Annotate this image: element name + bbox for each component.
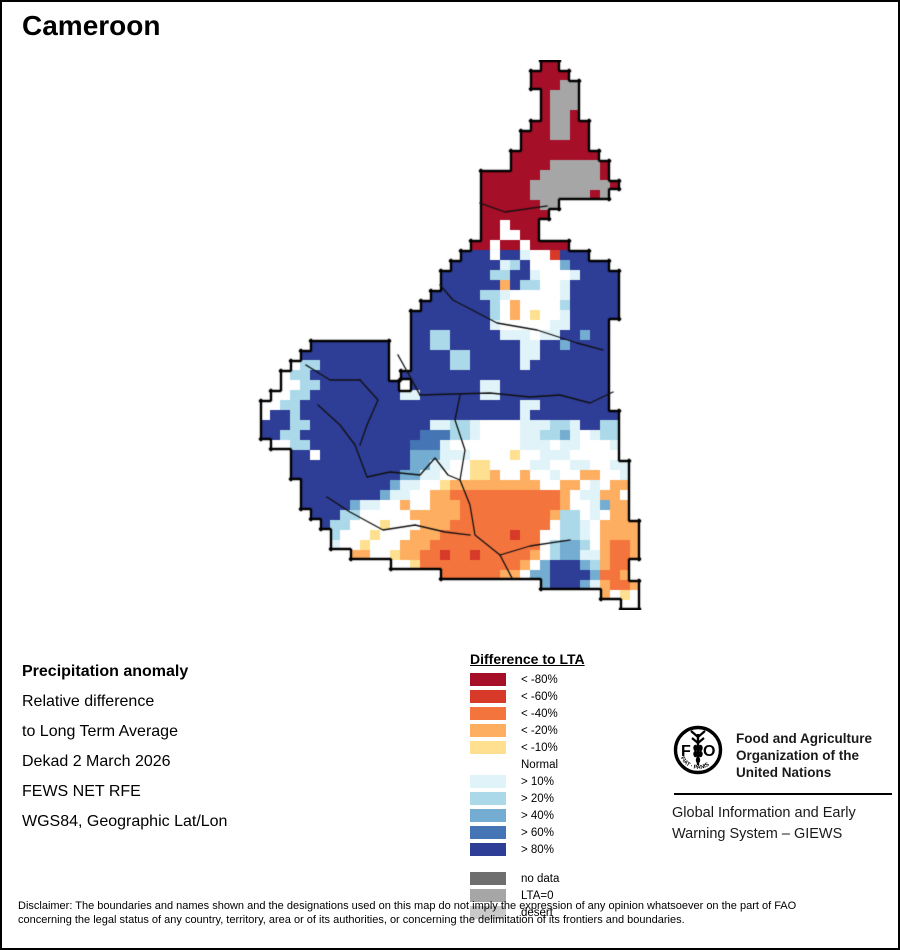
legend-row: > 40% bbox=[470, 809, 670, 822]
legend-swatch bbox=[470, 826, 506, 839]
legend-row: desert bbox=[470, 906, 670, 919]
legend-row: < -40% bbox=[470, 707, 670, 720]
info-line: Relative difference bbox=[22, 693, 155, 710]
legend-entries: < -80% < -60% < -40% < -20% < -10% Normal > 10… bbox=[470, 673, 670, 856]
svg-text:F: F bbox=[681, 743, 691, 760]
svg-text:O: O bbox=[703, 743, 715, 760]
legend-swatch bbox=[470, 724, 506, 737]
legend-row: > 60% bbox=[470, 826, 670, 839]
legend-swatch bbox=[470, 906, 506, 919]
legend-label: > 60% bbox=[521, 826, 554, 839]
legend-swatch bbox=[470, 792, 506, 805]
legend-swatch bbox=[470, 775, 506, 788]
legend-swatch bbox=[470, 673, 506, 686]
disclaimer-line-1: Disclaimer: The boundaries and names sho… bbox=[18, 900, 797, 912]
legend-row: LTA=0 bbox=[470, 889, 670, 902]
legend-swatch bbox=[470, 809, 506, 822]
legend-label: < -80% bbox=[521, 673, 558, 686]
legend-label: < -40% bbox=[521, 707, 558, 720]
legend-swatch bbox=[470, 758, 506, 771]
legend-label: no data bbox=[521, 872, 560, 885]
legend-row: < -60% bbox=[470, 690, 670, 703]
legend-label: > 10% bbox=[521, 775, 554, 788]
legend-extra-entries: no data LTA=0 desert bbox=[470, 872, 670, 919]
legend-title: Difference to LTA bbox=[470, 651, 585, 667]
giews-line: Warning System – GIEWS bbox=[672, 826, 843, 842]
legend-row: < -20% bbox=[470, 724, 670, 737]
legend-row: < -10% bbox=[470, 741, 670, 754]
info-line: WGS84, Geographic Lat/Lon bbox=[22, 813, 228, 830]
legend-label: desert bbox=[521, 906, 553, 919]
fao-org-line: Organization of the bbox=[736, 748, 859, 763]
fao-block: F O FIAT · PANIS Food and Agriculture Org… bbox=[672, 724, 894, 845]
giews-caption: Global Information and Early Warning Syst… bbox=[672, 803, 894, 845]
legend-swatch bbox=[470, 690, 506, 703]
legend-swatch bbox=[470, 872, 506, 885]
cameroon-anomaly-map bbox=[250, 60, 660, 610]
legend-label: < -20% bbox=[521, 724, 558, 737]
legend-label: > 20% bbox=[521, 792, 554, 805]
disclaimer-line-2: concerning the legal status of any count… bbox=[18, 913, 685, 926]
legend-label: < -10% bbox=[521, 741, 558, 754]
legend-row: < -80% bbox=[470, 673, 670, 686]
map-info-block: Precipitation anomaly Relative difference… bbox=[22, 657, 227, 837]
fao-org-name: Food and Agriculture Organization of the U… bbox=[736, 724, 872, 781]
legend-row: Normal bbox=[470, 758, 670, 771]
info-line: to Long Term Average bbox=[22, 723, 178, 740]
info-line: Precipitation anomaly bbox=[22, 663, 189, 680]
info-line: Dekad 2 March 2026 bbox=[22, 753, 171, 770]
fao-org-line: United Nations bbox=[736, 765, 832, 780]
legend-swatch bbox=[470, 707, 506, 720]
legend-label: Normal bbox=[521, 758, 559, 771]
giews-line: Global Information and Early bbox=[672, 805, 856, 821]
fao-org-line: Food and Agriculture bbox=[736, 731, 872, 746]
legend-label: > 40% bbox=[521, 809, 554, 822]
legend-label: LTA=0 bbox=[521, 889, 554, 902]
page-title: Cameroon bbox=[22, 10, 161, 41]
disclaimer: Disclaimer: The boundaries and names sho… bbox=[18, 900, 878, 927]
legend-row: > 80% bbox=[470, 843, 670, 856]
legend: Difference to LTA < -80% < -60% < -40% < -2… bbox=[470, 651, 670, 923]
divider-line bbox=[674, 793, 892, 795]
fao-logo-icon: F O FIAT · PANIS bbox=[673, 725, 723, 775]
info-line: FEWS NET RFE bbox=[22, 783, 141, 800]
legend-label: < -60% bbox=[521, 690, 558, 703]
legend-row: > 20% bbox=[470, 792, 670, 805]
legend-label: > 80% bbox=[521, 843, 554, 856]
legend-row: no data bbox=[470, 872, 670, 885]
legend-swatch bbox=[470, 741, 506, 754]
legend-swatch bbox=[470, 843, 506, 856]
legend-row: > 10% bbox=[470, 775, 670, 788]
legend-swatch bbox=[470, 889, 506, 902]
